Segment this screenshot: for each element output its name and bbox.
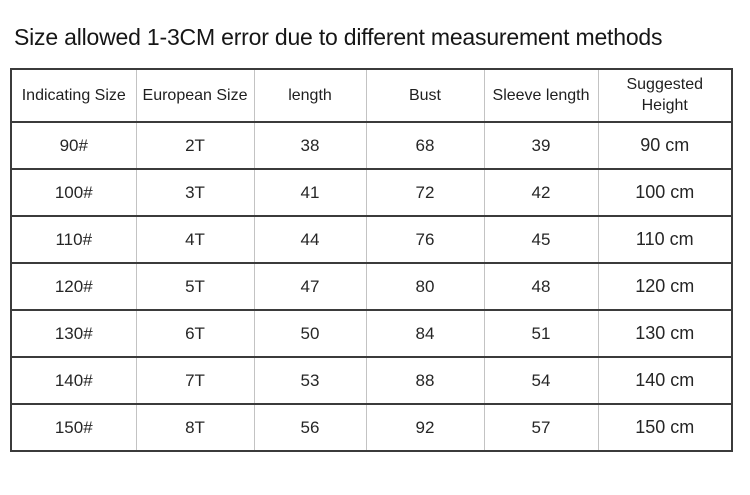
table-cell: 57 (483, 403, 599, 452)
col-header-sleeve-length: Sleeve length (483, 68, 599, 123)
table-cell: 100 cm (597, 168, 733, 217)
header-row: Indicating Size European Size length Bus… (10, 68, 733, 123)
col-header-suggested-height-label: Suggested Height (626, 75, 703, 114)
table-cell: 44 (253, 215, 367, 264)
table-cell: 140# (10, 356, 137, 405)
table-cell: 38 (253, 121, 367, 170)
col-header-suggested-height: Suggested Height (597, 68, 733, 123)
table-cell: 6T (135, 309, 255, 358)
table-cell: 45 (483, 215, 599, 264)
table-cell: 90# (10, 121, 137, 170)
table-cell: 150# (10, 403, 137, 452)
table-row: 120# 5T 47 80 48 120 cm (10, 262, 733, 311)
table-cell: 130 cm (597, 309, 733, 358)
table-cell: 68 (365, 121, 485, 170)
table-cell: 41 (253, 168, 367, 217)
table-row: 130# 6T 50 84 51 130 cm (10, 309, 733, 358)
table-cell: 3T (135, 168, 255, 217)
col-header-bust: Bust (365, 68, 485, 123)
table-cell: 42 (483, 168, 599, 217)
col-header-european-size: European Size (135, 68, 255, 123)
table-cell: 8T (135, 403, 255, 452)
table-cell: 51 (483, 309, 599, 358)
table-cell: 50 (253, 309, 367, 358)
table-row: 110# 4T 44 76 45 110 cm (10, 215, 733, 264)
table-row: 140# 7T 53 88 54 140 cm (10, 356, 733, 405)
page-title: Size allowed 1-3CM error due to differen… (14, 24, 663, 50)
table-cell: 53 (253, 356, 367, 405)
table-cell: 39 (483, 121, 599, 170)
table-row: 150# 8T 56 92 57 150 cm (10, 403, 733, 452)
table-cell: 72 (365, 168, 485, 217)
size-table: Indicating Size European Size length Bus… (10, 68, 733, 452)
table-cell: 56 (253, 403, 367, 452)
table-cell: 120# (10, 262, 137, 311)
table-cell: 92 (365, 403, 485, 452)
table-cell: 110# (10, 215, 137, 264)
table-cell: 130# (10, 309, 137, 358)
table-cell: 48 (483, 262, 599, 311)
table-cell: 7T (135, 356, 255, 405)
table-row: 90# 2T 38 68 39 90 cm (10, 121, 733, 170)
table-cell: 76 (365, 215, 485, 264)
table-cell: 47 (253, 262, 367, 311)
col-header-length: length (253, 68, 367, 123)
table-cell: 84 (365, 309, 485, 358)
table-cell: 80 (365, 262, 485, 311)
table-cell: 2T (135, 121, 255, 170)
table-cell: 54 (483, 356, 599, 405)
table-cell: 150 cm (597, 403, 733, 452)
table-cell: 100# (10, 168, 137, 217)
table-cell: 4T (135, 215, 255, 264)
table-cell: 5T (135, 262, 255, 311)
table-cell: 120 cm (597, 262, 733, 311)
col-header-indicating-size: Indicating Size (10, 68, 137, 123)
table-cell: 110 cm (597, 215, 733, 264)
table-cell: 90 cm (597, 121, 733, 170)
table-cell: 88 (365, 356, 485, 405)
table-cell: 140 cm (597, 356, 733, 405)
table-row: 100# 3T 41 72 42 100 cm (10, 168, 733, 217)
